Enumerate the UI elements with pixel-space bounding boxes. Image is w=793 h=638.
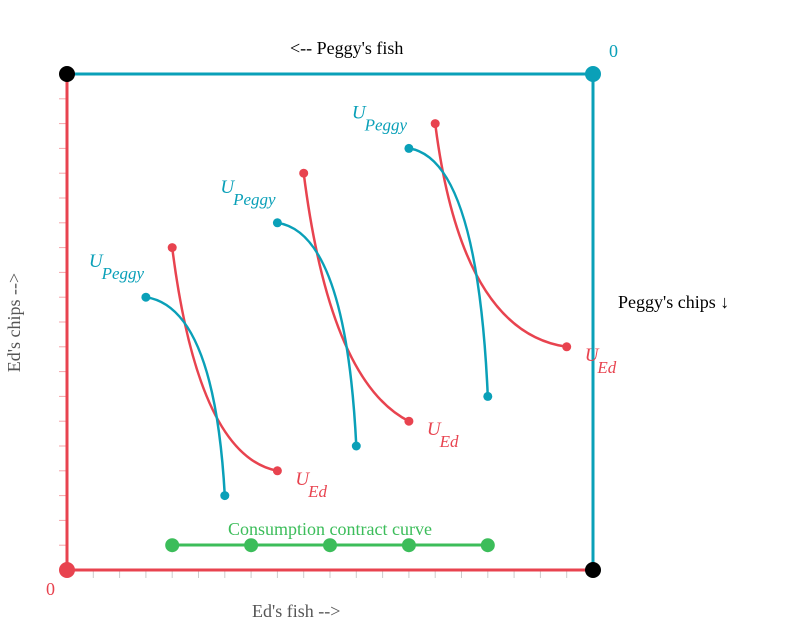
ed-curve-endpoint bbox=[430, 119, 440, 129]
ed-indifference-curve-1 bbox=[170, 247, 278, 473]
contract-curve-points bbox=[165, 538, 495, 553]
peggy-curve-endpoint bbox=[141, 292, 151, 302]
ed-utility-label-1: UEd bbox=[295, 469, 327, 501]
utility-labels: UPeggy UPeggy UPeggy UEd UEd UEd bbox=[89, 102, 617, 500]
ed-indifference-curve-2 bbox=[302, 173, 410, 423]
contract-curve-point bbox=[244, 538, 259, 553]
indifference-curves bbox=[141, 119, 572, 501]
contract-curve-point bbox=[165, 538, 180, 553]
peggy-indifference-curve-3 bbox=[408, 147, 490, 397]
peggy-origin-point bbox=[585, 66, 601, 82]
peggy-indifference-curve-2 bbox=[277, 221, 358, 447]
ed-curve-endpoint bbox=[299, 168, 309, 178]
ed-origin-point bbox=[59, 562, 75, 578]
ed-curve-endpoint bbox=[272, 466, 282, 476]
peggy-fish-axis-label: <-- Peggy's fish bbox=[290, 38, 404, 58]
ed-indifference-curve-3 bbox=[433, 123, 567, 349]
contract-curve-point bbox=[480, 538, 495, 553]
contract-curve-label: Consumption contract curve bbox=[228, 519, 432, 539]
contract-curve-point bbox=[401, 538, 416, 553]
ed-curve-endpoint bbox=[404, 416, 414, 426]
ed-curve-endpoint bbox=[562, 342, 572, 352]
contract-curve-point bbox=[323, 538, 337, 553]
peggy-origin-label: 0 bbox=[609, 41, 618, 61]
peggy-curve-endpoint bbox=[404, 143, 414, 153]
ed-chips-axis-label: Ed's chips --> bbox=[4, 272, 25, 373]
ed-utility-label-2: UEd bbox=[427, 419, 459, 451]
peggy-utility-label-2: UPeggy bbox=[220, 177, 276, 209]
ed-utility-label-3: UEd bbox=[585, 345, 617, 377]
ed-curve-endpoint bbox=[167, 243, 177, 253]
peggy-curve-endpoint bbox=[272, 218, 282, 228]
peggy-chips-axis-label: Peggy's chips ↓ bbox=[618, 292, 730, 312]
peggy-indifference-curve-1 bbox=[145, 295, 227, 496]
ed-fish-axis-label: Ed's fish --> bbox=[252, 601, 341, 621]
peggy-curve-endpoint bbox=[351, 441, 361, 451]
corner-point-bottom-right bbox=[585, 562, 601, 578]
corner-point-top-left bbox=[59, 66, 75, 82]
peggy-curve-endpoint bbox=[220, 491, 230, 501]
ed-origin-label: 0 bbox=[46, 579, 55, 599]
peggy-utility-label-1: UPeggy bbox=[89, 251, 145, 283]
peggy-utility-label-3: UPeggy bbox=[352, 102, 408, 134]
peggy-curve-endpoint bbox=[483, 391, 493, 401]
